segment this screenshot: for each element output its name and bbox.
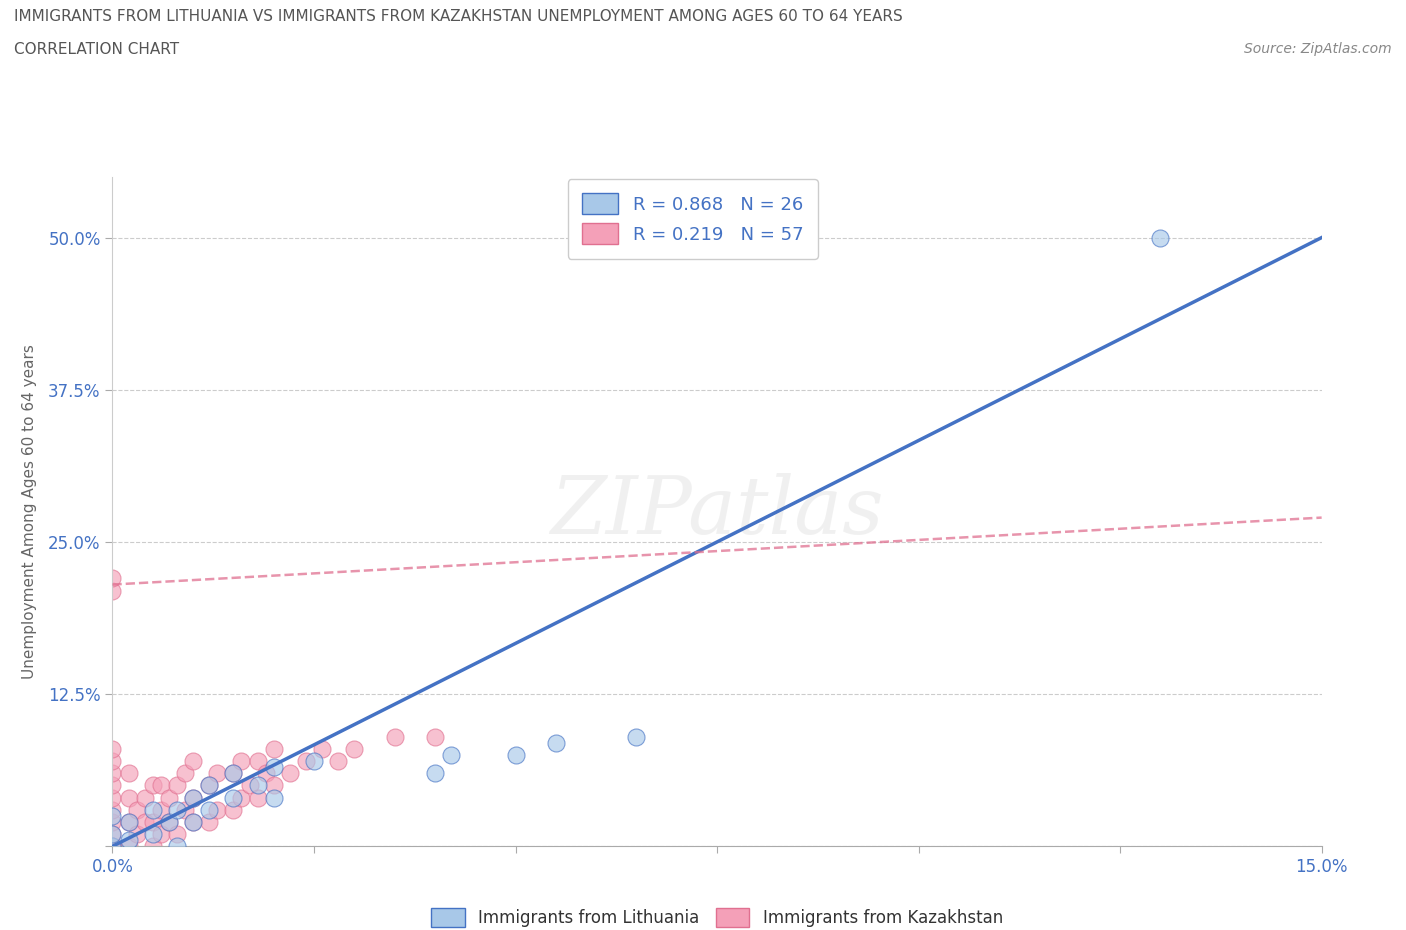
Point	[181, 815, 204, 830]
Point	[101, 808, 124, 823]
Point	[263, 760, 285, 775]
Point	[166, 827, 188, 842]
Point	[222, 803, 245, 817]
Point	[101, 753, 124, 768]
Point	[181, 790, 204, 805]
Point	[423, 729, 446, 744]
Point	[101, 571, 124, 586]
Point	[238, 778, 260, 793]
Point	[231, 790, 253, 805]
Point	[174, 765, 197, 780]
Y-axis label: Unemployment Among Ages 60 to 64 years: Unemployment Among Ages 60 to 64 years	[22, 344, 37, 679]
Point	[222, 765, 245, 780]
Point	[222, 790, 245, 805]
Point	[1149, 230, 1171, 245]
Point	[101, 778, 124, 793]
Text: ZIPatlas: ZIPatlas	[550, 472, 884, 551]
Point	[117, 765, 139, 780]
Point	[101, 827, 124, 842]
Point	[101, 741, 124, 756]
Point	[181, 815, 204, 830]
Point	[384, 729, 406, 744]
Point	[278, 765, 301, 780]
Point	[263, 741, 285, 756]
Point	[246, 778, 269, 793]
Point	[505, 748, 527, 763]
Legend: Immigrants from Lithuania, Immigrants from Kazakhstan: Immigrants from Lithuania, Immigrants fr…	[425, 901, 1010, 930]
Point	[254, 765, 277, 780]
Point	[125, 803, 148, 817]
Point	[101, 790, 124, 805]
Point	[117, 815, 139, 830]
Point	[198, 803, 221, 817]
Point	[149, 803, 172, 817]
Point	[142, 815, 165, 830]
Point	[311, 741, 333, 756]
Point	[207, 803, 229, 817]
Point	[174, 803, 197, 817]
Point	[544, 736, 567, 751]
Point	[101, 583, 124, 598]
Point	[181, 790, 204, 805]
Point	[302, 753, 325, 768]
Text: CORRELATION CHART: CORRELATION CHART	[14, 42, 179, 57]
Point	[142, 778, 165, 793]
Point	[101, 803, 124, 817]
Point	[117, 832, 139, 847]
Point	[166, 803, 188, 817]
Point	[125, 827, 148, 842]
Point	[246, 753, 269, 768]
Point	[231, 753, 253, 768]
Point	[263, 790, 285, 805]
Point	[246, 790, 269, 805]
Point	[343, 741, 366, 756]
Point	[440, 748, 463, 763]
Point	[142, 839, 165, 854]
Point	[198, 778, 221, 793]
Point	[157, 790, 180, 805]
Point	[198, 815, 221, 830]
Point	[207, 765, 229, 780]
Point	[149, 827, 172, 842]
Point	[134, 790, 156, 805]
Point	[117, 815, 139, 830]
Point	[117, 790, 139, 805]
Point	[101, 839, 124, 854]
Point	[263, 778, 285, 793]
Point	[198, 778, 221, 793]
Point	[222, 765, 245, 780]
Point	[328, 753, 350, 768]
Point	[117, 839, 139, 854]
Point	[101, 839, 124, 854]
Point	[134, 815, 156, 830]
Point	[166, 839, 188, 854]
Point	[149, 778, 172, 793]
Text: IMMIGRANTS FROM LITHUANIA VS IMMIGRANTS FROM KAZAKHSTAN UNEMPLOYMENT AMONG AGES : IMMIGRANTS FROM LITHUANIA VS IMMIGRANTS …	[14, 9, 903, 24]
Text: Source: ZipAtlas.com: Source: ZipAtlas.com	[1244, 42, 1392, 56]
Point	[101, 815, 124, 830]
Point	[626, 729, 648, 744]
Point	[166, 778, 188, 793]
Point	[423, 765, 446, 780]
Point	[295, 753, 318, 768]
Point	[157, 815, 180, 830]
Point	[157, 815, 180, 830]
Point	[101, 839, 124, 854]
Point	[101, 827, 124, 842]
Point	[181, 753, 204, 768]
Point	[142, 827, 165, 842]
Point	[101, 839, 124, 854]
Point	[101, 765, 124, 780]
Point	[142, 803, 165, 817]
